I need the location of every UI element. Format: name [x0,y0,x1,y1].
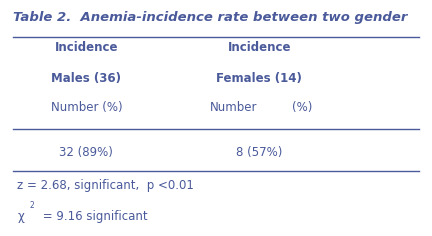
Text: z = 2.68, significant,  p <0.01: z = 2.68, significant, p <0.01 [17,179,194,192]
Text: Males (36): Males (36) [51,72,121,85]
Text: Females (14): Females (14) [216,72,302,85]
Text: Number (%): Number (%) [51,101,122,114]
Text: 8 (57%): 8 (57%) [236,146,283,159]
Text: Incidence: Incidence [228,41,291,54]
Text: χ: χ [17,210,24,223]
Text: (%): (%) [292,101,313,114]
Text: = 9.16 significant: = 9.16 significant [39,210,147,223]
Text: Number: Number [210,101,257,114]
Text: Table 2.  Anemia-incidence rate between two gender: Table 2. Anemia-incidence rate between t… [13,11,407,24]
Text: 32 (89%): 32 (89%) [60,146,113,159]
Text: Incidence: Incidence [55,41,118,54]
Text: 2: 2 [29,201,34,210]
